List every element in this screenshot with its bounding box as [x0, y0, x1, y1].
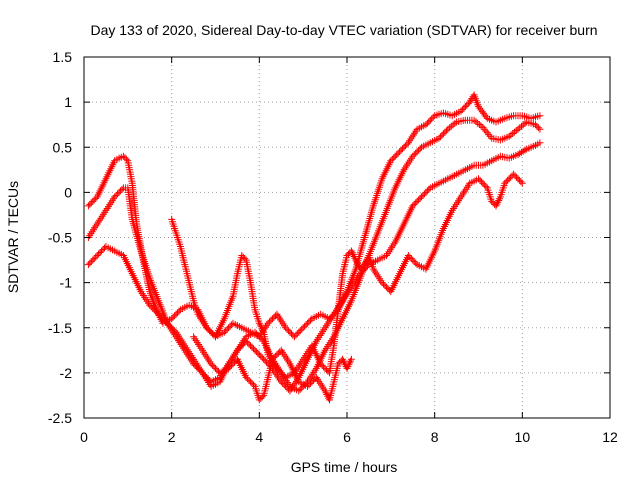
- y-tick-label: -0.5: [48, 230, 72, 246]
- series-track-3: [84, 139, 544, 395]
- axis-ticks: [83, 56, 611, 419]
- series-markers: [190, 333, 355, 404]
- y-tick-label: -2: [60, 365, 73, 381]
- series-markers: [84, 91, 544, 341]
- x-tick-label: 4: [255, 429, 263, 445]
- gridlines: [84, 57, 610, 418]
- y-tick-label: -2.5: [48, 410, 72, 426]
- x-tick-label: 2: [168, 429, 176, 445]
- series-markers: [84, 139, 544, 395]
- x-axis-label: GPS time / hours: [291, 459, 398, 475]
- y-tick-label: 0.5: [53, 139, 73, 155]
- y-tick-label: 1.5: [53, 49, 73, 65]
- x-tick-label: 10: [515, 429, 531, 445]
- x-tick-label: 6: [343, 429, 351, 445]
- x-tick-label: 0: [80, 429, 88, 445]
- data-series: [84, 91, 544, 404]
- y-tick-label: -1.5: [48, 320, 72, 336]
- x-tick-label: 12: [602, 429, 618, 445]
- series-track-4: [168, 170, 526, 381]
- y-tick-label: -1: [60, 275, 73, 291]
- series-markers: [168, 170, 526, 381]
- series-track-1: [84, 91, 544, 341]
- y-axis-label: SDTVAR / TECUs: [5, 181, 21, 293]
- x-tick-label: 8: [431, 429, 439, 445]
- chart-title: Day 133 of 2020, Sidereal Day-to-day VTE…: [90, 22, 597, 38]
- series-track-5: [190, 333, 355, 404]
- tick-labels: 0 2 4 6 8 10 12 -2.5 -2 -1.5 -1 -0.5 0 0.5 1 1.5: [48, 49, 618, 445]
- y-tick-label: 1: [64, 94, 72, 110]
- y-tick-label: 0: [64, 184, 72, 200]
